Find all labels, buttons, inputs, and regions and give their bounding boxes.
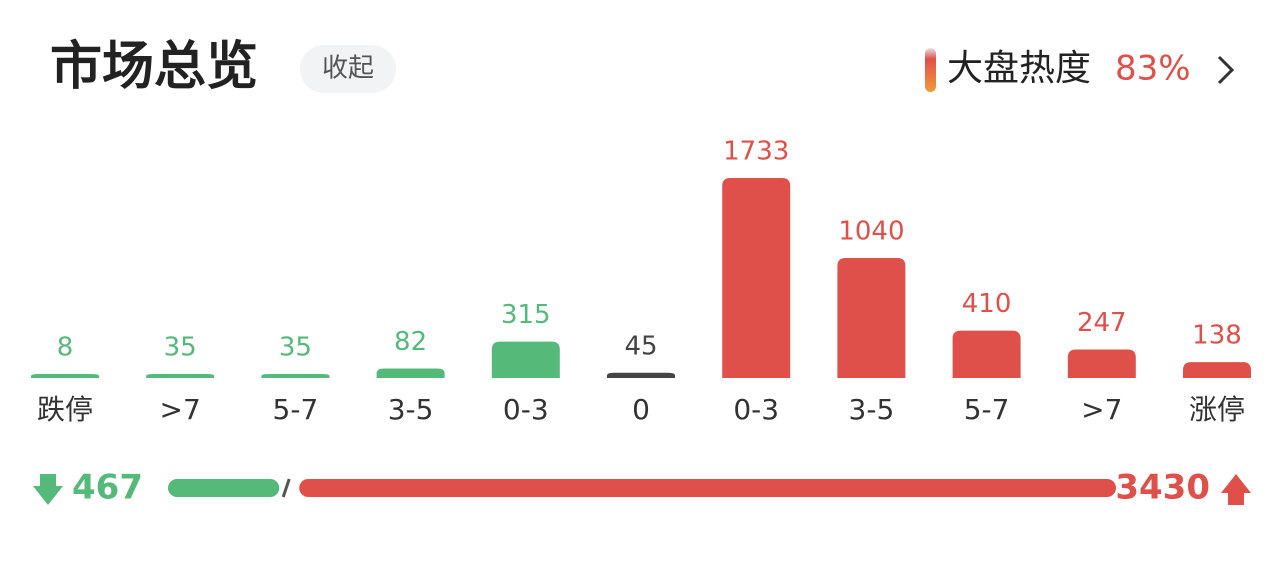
bar <box>722 178 791 378</box>
category-label: 0-3 <box>733 393 779 426</box>
collapse-pill[interactable] <box>300 45 396 93</box>
heat-value: 83% <box>1115 49 1191 89</box>
bar <box>491 341 560 378</box>
down-count: 467 <box>72 468 143 508</box>
bar <box>31 374 99 378</box>
category-label: 0-3 <box>503 393 549 426</box>
value-label: 410 <box>962 289 1012 319</box>
up-arrow <box>1221 474 1251 505</box>
value-label: 35 <box>164 332 197 362</box>
category-label: 3-5 <box>849 393 895 426</box>
category-label: 涨停 <box>1189 393 1245 426</box>
value-label: 315 <box>501 300 551 330</box>
value-label: 45 <box>624 331 657 361</box>
value-label: 8 <box>57 333 74 363</box>
title: 市场总览 <box>50 37 258 97</box>
bar <box>376 368 445 378</box>
down-ratio-bar <box>168 479 280 497</box>
category-label: 5-7 <box>273 393 319 426</box>
value-label: 247 <box>1077 308 1127 338</box>
value-label: 35 <box>279 332 312 362</box>
bar <box>261 373 330 378</box>
category-label: 跌停 <box>37 393 93 426</box>
collapse-button[interactable]: 收起 <box>322 54 374 84</box>
value-label: 1040 <box>838 216 904 246</box>
category-label: 0 <box>632 393 650 426</box>
bar <box>146 373 215 378</box>
down-arrow <box>33 474 63 505</box>
category-label: >7 <box>160 393 201 426</box>
value-label: 138 <box>1192 321 1242 351</box>
chevron[interactable] <box>1217 55 1235 85</box>
bar <box>952 330 1021 378</box>
heat-label: 大盘热度 <box>947 48 1091 89</box>
value-label: 82 <box>394 327 427 357</box>
bar <box>1067 349 1136 378</box>
heat-indicator <box>925 48 936 92</box>
category-label: >7 <box>1081 393 1122 426</box>
category-label: 3-5 <box>388 393 434 426</box>
separator <box>281 478 291 498</box>
value-label: 1733 <box>723 137 789 167</box>
category-label: 5-7 <box>964 393 1010 426</box>
bar <box>837 257 906 378</box>
bar <box>607 372 675 378</box>
up-ratio-bar <box>299 479 1116 497</box>
up-count: 3430 <box>1115 468 1210 508</box>
bar <box>1183 362 1251 378</box>
